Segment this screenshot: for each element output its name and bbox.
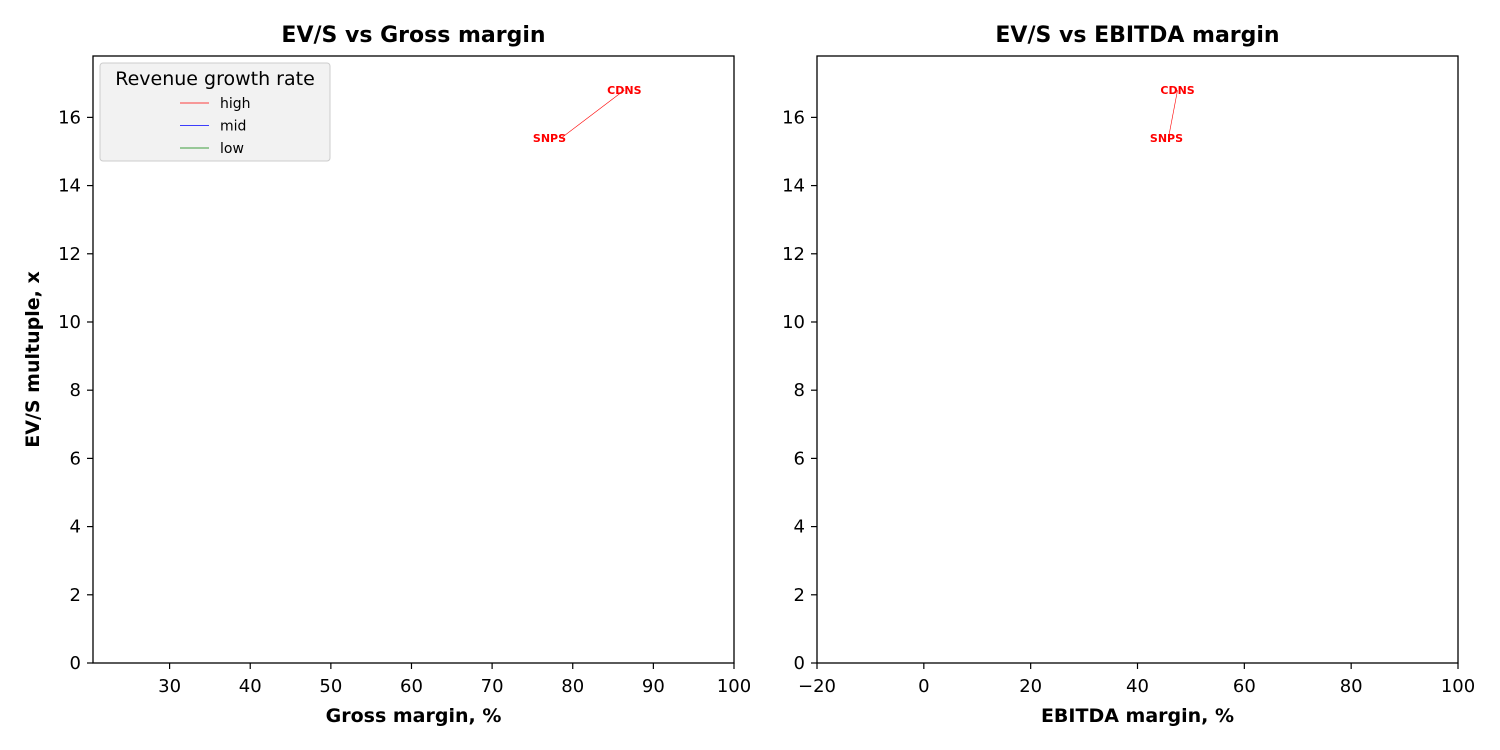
x-tick-label: 100 [1441, 676, 1475, 697]
x-tick-label: 30 [158, 676, 181, 697]
x-tick-label: 40 [1126, 676, 1149, 697]
connector-line [561, 89, 625, 139]
point-label-snps: SNPS [533, 132, 566, 145]
chart-title: EV/S vs EBITDA margin [995, 23, 1279, 48]
y-tick-label: 10 [58, 312, 81, 333]
connector-line [1168, 90, 1178, 138]
y-tick-label: 12 [58, 244, 81, 265]
y-tick-label: 12 [782, 244, 805, 265]
y-tick-label: 8 [70, 380, 81, 401]
y-tick-label: 2 [794, 585, 805, 606]
legend-title: Revenue growth rate [115, 68, 315, 90]
legend-entry-low: low [220, 141, 244, 157]
y-tick-label: 6 [794, 448, 805, 469]
x-tick-label: 80 [561, 676, 584, 697]
x-tick-label: −20 [798, 676, 836, 697]
legend: Revenue growth rate high mid low [99, 62, 331, 162]
chart-panel-2: EV/S vs EBITDA margin−20 0 20 40 60 80 1000246… [782, 23, 1475, 727]
x-tick-label: 20 [1019, 676, 1042, 697]
y-tick-label: 8 [794, 380, 805, 401]
x-axis-label: Gross margin, % [326, 705, 502, 727]
y-tick-label: 0 [794, 653, 805, 674]
plot-frame [816, 55, 1459, 664]
y-tick-label: 6 [70, 448, 81, 469]
y-tick-label: 14 [58, 176, 81, 197]
y-tick-label: 0 [70, 653, 81, 674]
x-tick-label: 40 [239, 676, 262, 697]
legend-entry-high: high [220, 96, 251, 112]
x-tick-label: 80 [1340, 676, 1363, 697]
point-label-snps: SNPS [1150, 132, 1183, 145]
x-axis-label: EBITDA margin, % [1041, 705, 1234, 727]
x-tick-label: 90 [642, 676, 665, 697]
legend-entry-mid: mid [220, 119, 246, 135]
y-tick-label: 2 [70, 585, 81, 606]
point-label-cdns: CDNS [607, 84, 641, 97]
x-tick-label: 60 [1233, 676, 1256, 697]
plot-frame [92, 55, 735, 664]
chart-panel-1: EV/S vs Gross margin 30 40 50 60 70 80 90 100 0 2 4… [22, 23, 751, 727]
x-tick-label: 60 [400, 676, 423, 697]
y-tick-label: 14 [782, 176, 805, 197]
y-tick-label: 4 [794, 517, 805, 538]
y-tick-label: 4 [70, 517, 81, 538]
x-tick-label: 50 [319, 676, 342, 697]
y-tick-label: 16 [58, 107, 81, 128]
point-label-cdns: CDNS [1160, 84, 1194, 97]
x-tick-label: 70 [481, 676, 504, 697]
y-axis-label: EV/S multuple, x [22, 271, 44, 447]
x-tick-label: 0 [918, 676, 929, 697]
legend-box [99, 62, 331, 162]
x-tick-label: 100 [717, 676, 751, 697]
y-tick-label: 16 [782, 107, 805, 128]
chart-title: EV/S vs Gross margin [281, 23, 545, 48]
y-tick-label: 10 [782, 312, 805, 333]
